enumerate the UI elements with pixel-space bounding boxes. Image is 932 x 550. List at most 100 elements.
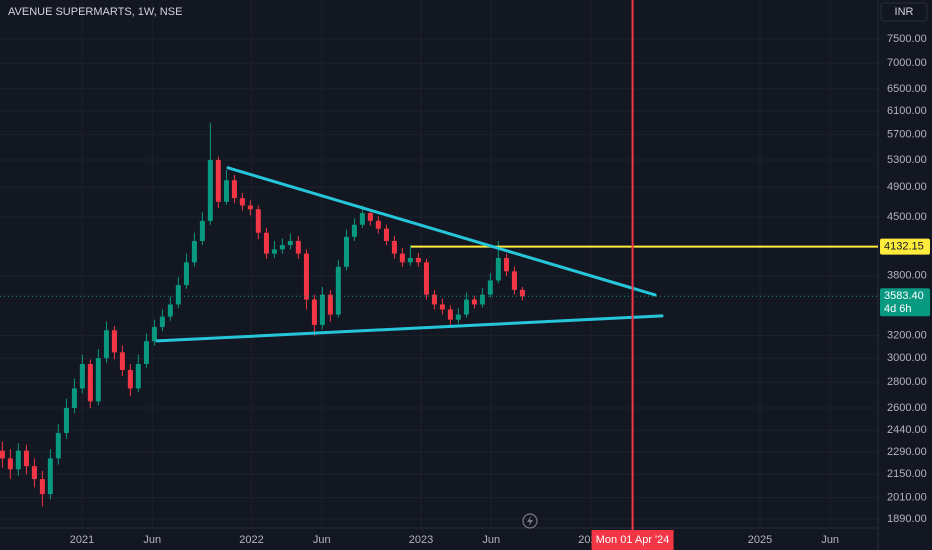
candle-body	[383, 228, 389, 241]
candle-body	[87, 363, 93, 402]
candle-body	[407, 257, 413, 263]
candle-body	[151, 327, 157, 342]
candle-body	[391, 240, 397, 254]
y-tick-label: 3000.00	[887, 352, 927, 364]
candle-body	[255, 209, 261, 233]
candle-body	[103, 330, 109, 359]
last-price-label-box	[880, 288, 930, 317]
candle-body	[159, 316, 165, 328]
candle-body	[479, 294, 485, 305]
candle-body	[423, 262, 429, 295]
currency-label[interactable]: INR	[895, 6, 914, 18]
y-tick-label: 7000.00	[887, 57, 927, 69]
plot-area	[0, 122, 878, 507]
y-tick-label: 2440.00	[887, 424, 927, 436]
y-tick-label: 2800.00	[887, 376, 927, 388]
candle-body	[263, 232, 269, 254]
horizontal-line-label: 4132.15	[884, 241, 924, 253]
candle-body	[375, 220, 381, 229]
candle-body	[15, 450, 21, 470]
x-tick-label: 2023	[409, 534, 433, 546]
candle-body	[343, 236, 349, 267]
candle-body	[95, 358, 101, 402]
y-tick-label: 4500.00	[887, 211, 927, 223]
candle-body	[119, 352, 125, 370]
horizontal-line-label-box	[880, 238, 930, 255]
candle-body	[503, 257, 509, 272]
candle-body	[319, 294, 325, 325]
candle-body	[327, 294, 333, 315]
date-label: Mon 01 Apr '24	[596, 534, 670, 546]
candle-body	[287, 240, 293, 246]
candle-body	[455, 314, 461, 320]
candle-body	[143, 341, 149, 364]
x-tick-label: Jun	[313, 534, 331, 546]
candle-body	[519, 289, 525, 297]
candle-body	[511, 271, 517, 290]
candle-body	[311, 299, 317, 325]
candle-body	[207, 159, 213, 221]
candle-body	[167, 304, 173, 317]
candle-body	[471, 299, 477, 305]
x-tick-label: Jun	[821, 534, 839, 546]
candle-body	[191, 240, 197, 263]
y-tick-label: 3800.00	[887, 270, 927, 282]
y-tick-label: 4900.00	[887, 181, 927, 193]
x-tick-label: Jun	[143, 534, 161, 546]
y-tick-label: 5300.00	[887, 154, 927, 166]
x-tick-label: 2022	[239, 534, 263, 546]
candle-body	[335, 266, 341, 315]
candle-body	[223, 180, 229, 202]
x-tick-label: 2025	[748, 534, 772, 546]
y-tick-label: 5700.00	[887, 129, 927, 141]
icon-circle[interactable]	[522, 513, 538, 529]
candle-body	[487, 280, 493, 295]
candle-body	[239, 198, 245, 206]
candle-body	[359, 213, 365, 225]
candle-body	[183, 262, 189, 286]
candle-body	[271, 249, 277, 254]
candle-body	[55, 432, 61, 459]
x-tick-label: Jun	[482, 534, 500, 546]
candle-body	[295, 240, 301, 254]
y-tick-label: 3200.00	[887, 330, 927, 342]
candle-body	[439, 304, 445, 310]
y-tick-label: 2290.00	[887, 446, 927, 458]
candle-body	[135, 363, 141, 389]
candle-body	[71, 388, 77, 408]
axes: 7500.00 7000.00 6500.00 6100.00 5700.00 5300.…	[70, 33, 927, 546]
y-tick-label: 6500.00	[887, 83, 927, 95]
candle-body	[431, 294, 437, 305]
trendline	[155, 314, 664, 343]
candle-body	[399, 253, 405, 263]
candle-body	[231, 180, 237, 199]
quick-action-icon[interactable]	[522, 513, 538, 529]
candle-body	[127, 369, 133, 389]
currency-button[interactable]	[880, 2, 928, 22]
candle-body	[247, 205, 253, 210]
chart-title: AVENUE SUPERMARTS, 1W, NSE	[8, 6, 182, 18]
candle-body	[79, 363, 85, 389]
candle-body	[175, 285, 181, 305]
candle-body	[0, 450, 5, 459]
y-tick-label: 1890.00	[887, 513, 927, 525]
candle-body	[111, 330, 117, 353]
candle-body	[7, 458, 13, 470]
candle-body	[31, 466, 37, 480]
candle-body	[63, 407, 69, 433]
candle-body	[447, 309, 453, 320]
candle-body	[23, 450, 29, 467]
y-tick-label: 2150.00	[887, 468, 927, 480]
candle-body	[351, 224, 357, 237]
candle-body	[303, 253, 309, 300]
trendline	[226, 166, 657, 297]
candle-body	[47, 458, 53, 495]
y-tick-label: 7500.00	[887, 33, 927, 45]
candle-body	[415, 257, 421, 263]
candle-body	[199, 220, 205, 241]
icon-bolt[interactable]	[527, 516, 533, 526]
